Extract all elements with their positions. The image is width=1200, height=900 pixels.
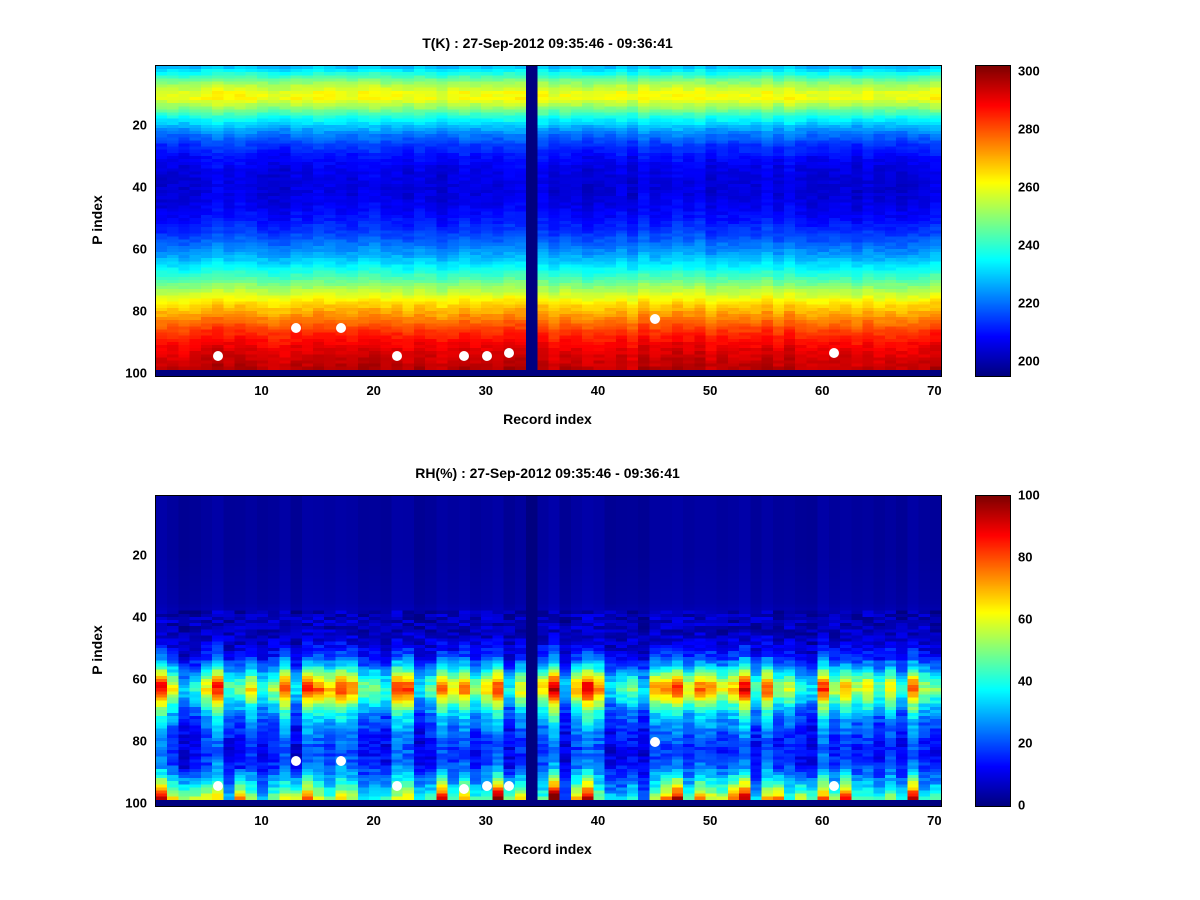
x-axis-label: Record index (503, 411, 592, 427)
y-tick-label: 40 (132, 179, 147, 195)
flagged-record-marker (336, 756, 347, 767)
flagged-record-marker (481, 780, 492, 791)
colorbar (975, 65, 1011, 377)
heatmap-plot[interactable] (155, 65, 942, 377)
flagged-record-marker (829, 780, 840, 791)
x-tick-label: 70 (927, 813, 942, 828)
flagged-record-marker (212, 350, 223, 361)
colorbar-tick-label: 260 (1018, 179, 1040, 195)
flagged-record-marker (459, 350, 470, 361)
flagged-record-marker (392, 350, 403, 361)
y-tick-label: 20 (132, 547, 147, 563)
y-tick-label: 100 (125, 795, 147, 811)
colorbar-tick-label: 80 (1018, 549, 1033, 565)
y-tick-label: 100 (125, 365, 147, 381)
colorbar-tick-label: 0 (1018, 797, 1026, 813)
flagged-record-marker (504, 347, 515, 358)
x-tick-label: 10 (254, 813, 269, 828)
colorbar-gradient (976, 496, 1010, 806)
marker-overlay (156, 66, 941, 376)
x-tick-label: 20 (366, 813, 381, 828)
y-tick-label: 80 (132, 733, 147, 749)
x-tick-label: 10 (254, 383, 269, 398)
y-axis-label: P index (89, 625, 105, 675)
flagged-record-marker (336, 322, 347, 333)
flagged-record-marker (481, 350, 492, 361)
x-tick-label: 60 (815, 813, 830, 828)
y-tick-label: 60 (132, 241, 147, 257)
colorbar-tick-label: 220 (1018, 295, 1040, 311)
chart-title: T(K) : 27-Sep-2012 09:35:46 - 09:36:41 (422, 35, 673, 51)
y-tick-label: 80 (132, 303, 147, 319)
colorbar-tick-label: 60 (1018, 611, 1033, 627)
flagged-record-marker (392, 780, 403, 791)
colorbar-tick-label: 40 (1018, 673, 1033, 689)
y-tick-label: 40 (132, 609, 147, 625)
colorbar-gradient (976, 66, 1010, 376)
y-tick-label: 60 (132, 671, 147, 687)
chart-title: RH(%) : 27-Sep-2012 09:35:46 - 09:36:41 (415, 465, 680, 481)
x-tick-label: 50 (702, 813, 718, 828)
x-tick-label: 30 (478, 383, 494, 398)
heatmap-canvas (156, 66, 941, 376)
x-axis-label: Record index (503, 841, 592, 857)
flagged-record-marker (212, 780, 223, 791)
flagged-record-marker (504, 780, 515, 791)
x-tick-label: 40 (590, 383, 606, 398)
x-tick-label: 40 (590, 813, 606, 828)
colorbar-tick-label: 100 (1018, 487, 1040, 503)
heatmap-plot[interactable] (155, 495, 942, 807)
colorbar-tick-label: 20 (1018, 735, 1033, 751)
x-tick-label: 60 (815, 383, 830, 398)
flagged-record-marker (650, 737, 661, 748)
x-tick-label: 50 (702, 383, 718, 398)
flagged-record-marker (829, 347, 840, 358)
y-tick-label: 20 (132, 117, 147, 133)
colorbar-tick-label: 300 (1018, 63, 1040, 79)
x-tick-label: 20 (366, 383, 381, 398)
colorbar (975, 495, 1011, 807)
flagged-record-marker (291, 322, 302, 333)
y-axis-label: P index (89, 195, 105, 245)
flagged-record-marker (459, 783, 470, 794)
colorbar-tick-label: 240 (1018, 237, 1040, 253)
marker-overlay (156, 496, 941, 806)
x-tick-label: 30 (478, 813, 494, 828)
x-tick-label: 70 (927, 383, 942, 398)
flagged-record-marker (291, 756, 302, 767)
colorbar-tick-label: 200 (1018, 353, 1040, 368)
heatmap-canvas (156, 496, 941, 806)
colorbar-tick-label: 280 (1018, 121, 1040, 137)
flagged-record-marker (650, 313, 661, 324)
